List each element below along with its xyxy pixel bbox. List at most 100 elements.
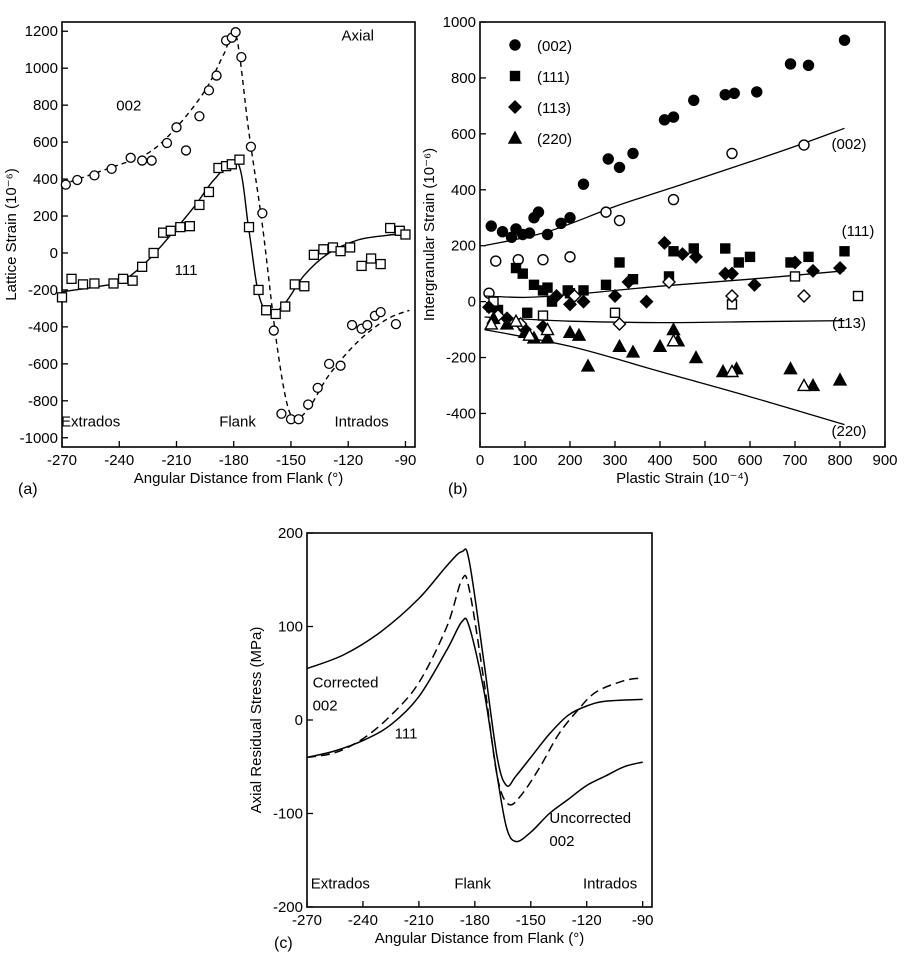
panel-a-annotation: Intrados — [334, 414, 388, 431]
panel-b-data-point-open — [724, 364, 740, 378]
panel-b-legend-marker — [507, 130, 523, 144]
panel-a-annotation: Extrados — [61, 414, 120, 431]
panel-b-data-point-open — [600, 206, 612, 218]
panel-c-x-tick-label: -210 — [404, 912, 434, 929]
panel-b-data-point-open — [564, 251, 576, 263]
panel-a-data-point — [385, 222, 396, 234]
panel-b-data-point — [833, 261, 847, 276]
panel-b-data-point — [571, 327, 587, 341]
panel-a-data-point — [203, 85, 215, 96]
panel-a-x-tick-label: -240 — [104, 452, 134, 469]
panel-c-chart: -270 -240 -210 -180 -150 -120 -90 -200 -100 0 100 2… — [248, 525, 654, 952]
panel-a-data-point — [77, 279, 89, 290]
panel-b-x-tick-label: 500 — [692, 452, 717, 469]
panel-b-data-point — [562, 324, 578, 339]
panel-c-annotation: 111 — [395, 726, 418, 743]
panel-a-data-point — [289, 279, 300, 290]
panel-a-x-tick-label: -270 — [47, 452, 77, 469]
panel-b-line-label: (111) — [842, 223, 875, 240]
panel-a-y-tick-label: -200 — [28, 282, 58, 299]
panel-a-data-point — [390, 318, 402, 330]
panel-b-data-point — [522, 307, 533, 318]
panel-c-y-tick-label: 200 — [278, 525, 303, 542]
panel-a-data-point — [72, 174, 83, 186]
panel-b-data-point — [541, 228, 554, 241]
panel-a-data-point — [203, 186, 215, 198]
panel-a-data-point — [276, 408, 287, 419]
panel-b-x-axis-label: Plastic Strain (10⁻⁴) — [616, 470, 749, 487]
panel-a-data-point — [56, 292, 68, 303]
panel-b-data-point — [613, 161, 626, 174]
panel-b-data-point — [652, 338, 668, 353]
panel-b-data-point — [555, 217, 567, 230]
panel-b-data-point-open — [490, 255, 502, 267]
panel-a-series-1-curve — [61, 28, 410, 420]
panel-b-x-tick-label: 100 — [512, 452, 537, 469]
panel-b-data-point — [715, 364, 731, 378]
panel-a-data-point — [194, 199, 205, 211]
panel-a-data-point — [234, 154, 245, 165]
panel-a-data-point — [365, 253, 377, 264]
panel-a-data-point — [230, 27, 241, 38]
panel-b-data-point — [806, 263, 820, 278]
panel-c-annotation: Flank — [454, 875, 491, 892]
panel-a-data-point — [194, 111, 205, 122]
panel-b-data-point — [720, 243, 731, 254]
panel-b-y-axis-label: Intergranular Strain (10⁻⁶) — [421, 148, 438, 321]
panel-c-x-axis-label: Angular Distance from Flank (°) — [375, 930, 584, 947]
panel-a-y-tick-label: 600 — [33, 134, 58, 151]
panel-c-plot-frame — [306, 532, 653, 908]
panel-b-data-point — [668, 246, 679, 257]
panel-b-data-point — [612, 338, 627, 353]
panel-b-legend-marker — [509, 70, 521, 82]
panel-a-y-tick-label: 0 — [50, 245, 58, 262]
panel-b-y-tick-label: -400 — [446, 405, 476, 422]
panel-a-x-axis-label: Angular Distance from Flank (°) — [134, 470, 343, 487]
panel-a-data-point — [253, 284, 264, 296]
panel-c-annotation: 002 — [313, 698, 338, 715]
panel-a-data-point — [375, 306, 386, 318]
panel-b-x-tick-label: 0 — [476, 452, 484, 469]
panel-c-annotation: Uncorrected — [549, 810, 631, 827]
panel-b-data-point-open — [725, 289, 739, 304]
panel-b-x-tick-label: 600 — [737, 452, 762, 469]
panel-a-data-point — [362, 319, 373, 331]
panel-b-x-tick-label: 400 — [647, 452, 672, 469]
panel-b-data-point — [482, 300, 496, 315]
panel-b-data-point — [614, 257, 625, 268]
panel-a-data-point — [89, 278, 100, 289]
panel-a-y-tick-label: 400 — [33, 171, 58, 188]
panel-b-data-point — [725, 266, 739, 281]
panel-b-data-point-open — [537, 310, 549, 321]
panel-b-data-point — [540, 330, 555, 344]
panel-b-data-point-open — [567, 289, 582, 304]
panel-b-legend-label: (220) — [537, 131, 572, 148]
panel-b-data-point — [621, 275, 636, 290]
panel-b-plot-frame — [479, 21, 886, 448]
panel-a-annotation: Axial — [341, 27, 374, 44]
panel-a-data-point — [323, 358, 335, 369]
panel-a-data-point — [136, 261, 148, 272]
panel-b-data-point — [608, 289, 622, 304]
panel-a-y-tick-label: 200 — [33, 208, 58, 225]
panel-b-data-point — [784, 58, 797, 70]
panel-a-x-tick-label: -210 — [161, 452, 191, 469]
panel-a-data-point — [211, 70, 222, 81]
panel-c-y-axis-label: Axial Residual Stress (MPa) — [248, 627, 265, 814]
panel-a-y-tick-label: -400 — [28, 319, 58, 336]
panel-b-data-point — [839, 246, 850, 257]
panel-b-data-point — [747, 277, 762, 292]
panel-b-x-tick-label: 900 — [872, 452, 897, 469]
panel-a-x-tick-label: -120 — [333, 452, 363, 469]
panel-c-x-tick-label: -240 — [348, 912, 378, 929]
panel-c-curve-3 — [306, 617, 643, 843]
panel-b-data-point — [802, 59, 815, 72]
panel-a-data-point — [236, 51, 247, 63]
panel-b-data-point-open — [540, 322, 555, 336]
panel-a-plot-frame — [61, 21, 416, 448]
panel-b-data-point — [625, 344, 641, 358]
panel-a-data-point — [127, 275, 138, 286]
panel-c-panel-label: (c) — [274, 935, 293, 952]
panel-a-data-point — [257, 208, 268, 219]
panel-b-data-point-open — [852, 290, 864, 302]
